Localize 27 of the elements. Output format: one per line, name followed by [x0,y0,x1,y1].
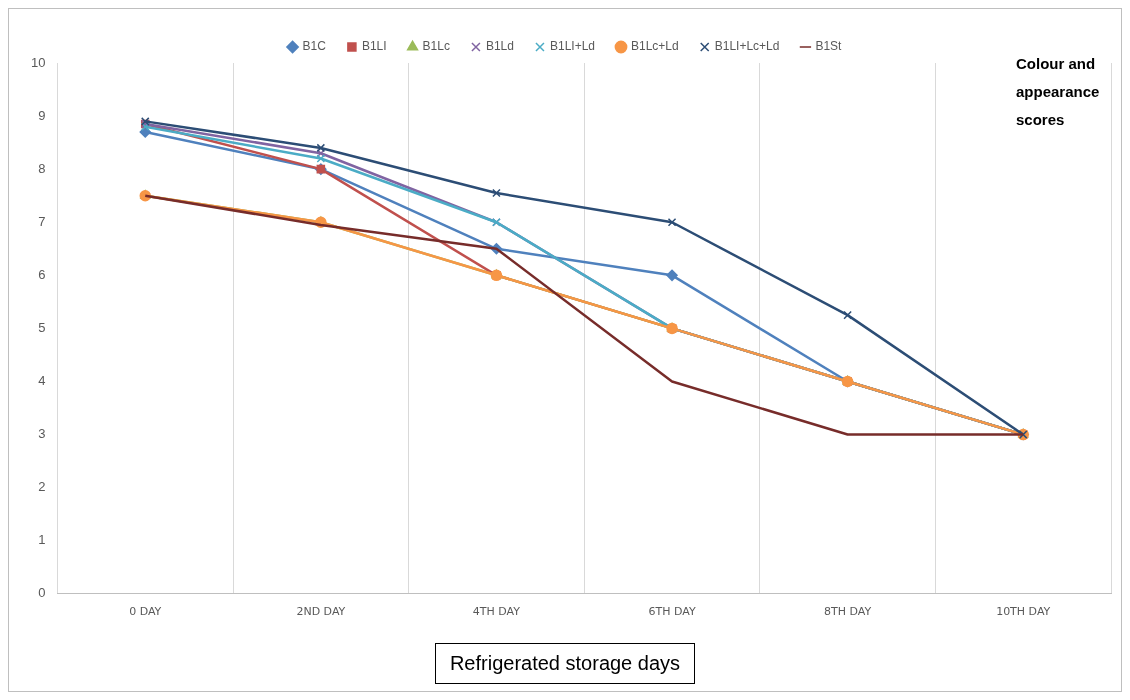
y-tick-label: 1 [38,532,46,548]
x-tick-label: 8TH DAY [824,605,872,619]
x-tick-label: 2ND DAY [296,605,346,619]
legend-label: B1Ld [485,39,514,54]
y-axis-title: Colour and appearance scores [1016,54,1100,128]
x-tick-label: 4TH DAY [472,605,521,619]
legend-label: B1C [302,39,327,54]
y-tick-label: 7 [38,213,46,229]
y-tick-label: 8 [38,160,46,176]
x-tick-label: 10TH DAY [996,605,1051,619]
legend-label: B1LI+Ld [549,39,596,54]
y-tick-label: 3 [38,426,46,442]
x-tick-label: 0 DAY [129,605,162,619]
legend-label: B1Lc [422,39,450,54]
legend-label: B1LI+Lc+Ld [714,39,780,54]
y-tick-label: 9 [38,107,46,123]
y-tick-label: 4 [38,373,46,389]
y-tick-label: 2 [38,479,46,495]
legend-label: B1LI [361,39,387,54]
y-tick-label: 0 [38,585,46,601]
y-tick-label: 10 [30,54,46,70]
legend-label: B1Lc+Ld [631,39,679,54]
legend-label: B1St [815,39,843,54]
y-tick-label: 5 [38,319,46,335]
x-axis-title: Refrigerated storage days [434,643,696,684]
y-tick-label: 6 [38,266,46,282]
x-tick-label: 6TH DAY [648,605,696,619]
